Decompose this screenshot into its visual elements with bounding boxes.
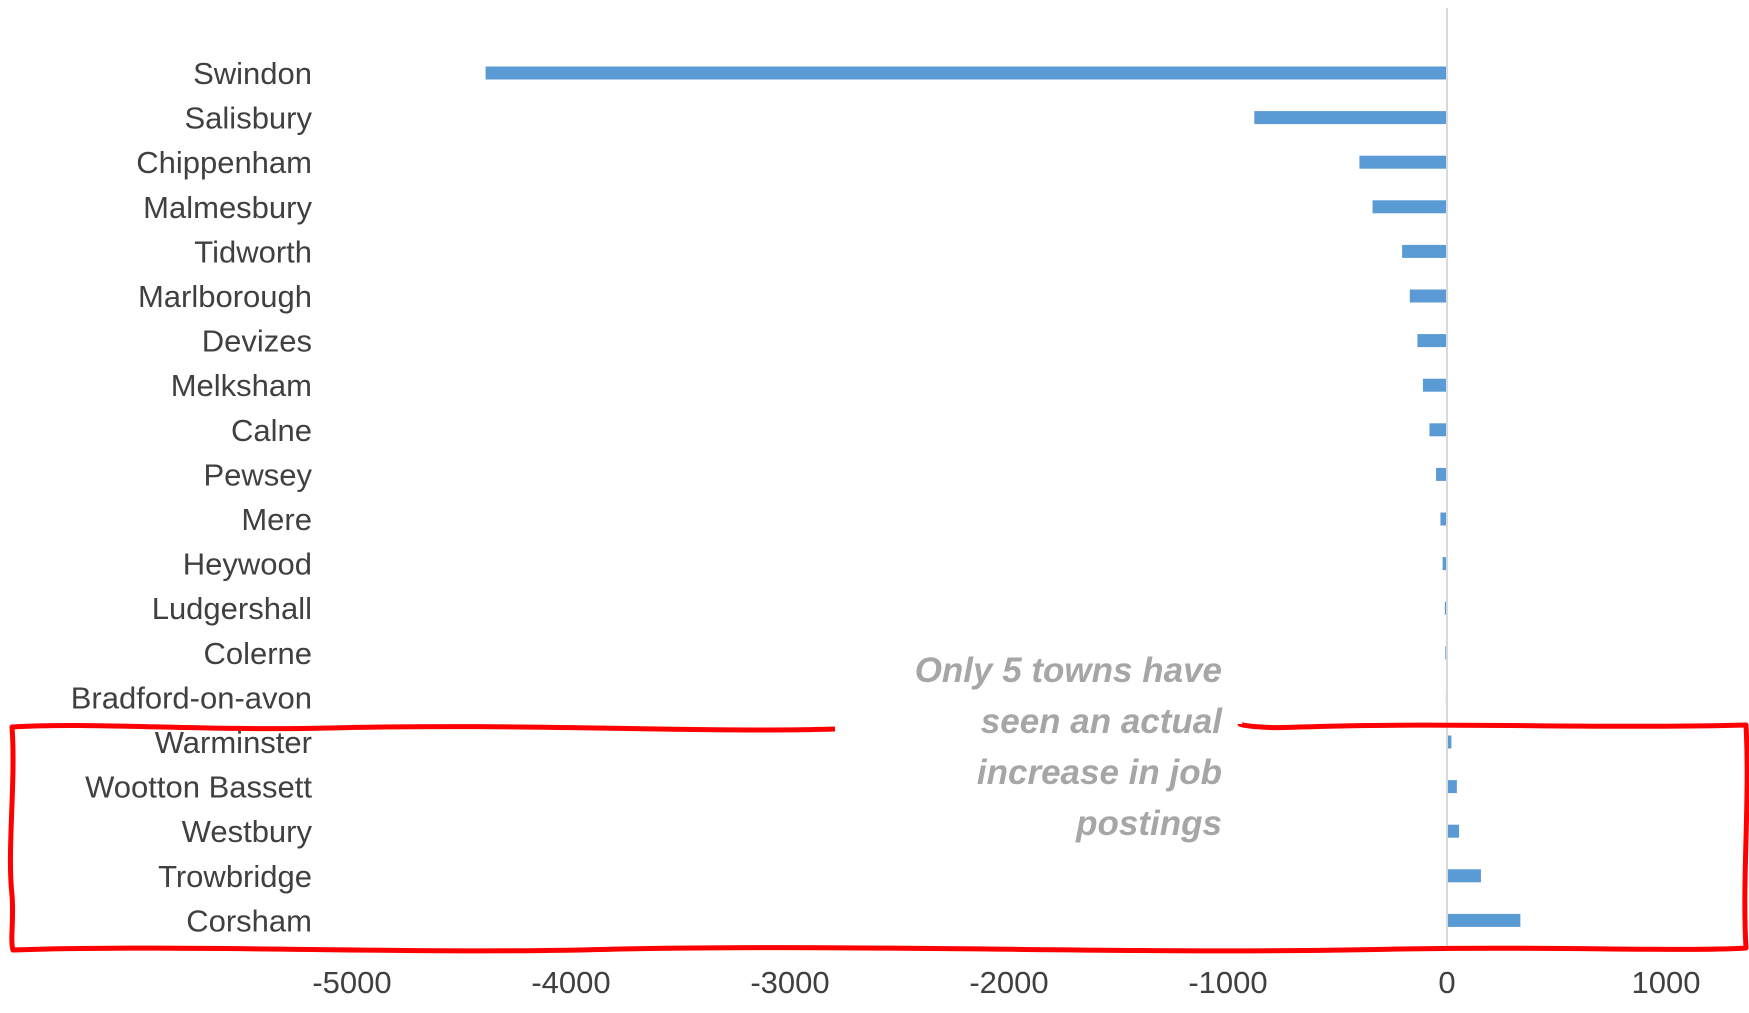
- bar-corsham: [1447, 913, 1521, 927]
- x-tick-label: 1000: [1632, 965, 1701, 1000]
- annotation-line: increase in job: [977, 753, 1222, 792]
- category-label: Corsham: [186, 903, 312, 938]
- x-tick-label: -3000: [750, 965, 829, 1000]
- bar-mere: [1440, 512, 1447, 526]
- x-tick-label: 0: [1438, 965, 1455, 1000]
- category-label: Trowbridge: [158, 859, 312, 894]
- bar-malmesbury: [1372, 200, 1447, 214]
- annotation-line: Only 5 towns have: [915, 651, 1222, 690]
- category-label: Devizes: [202, 324, 312, 359]
- x-tick-labels: -5000 -4000 -3000 -2000 -1000 0 1000: [312, 965, 1700, 1000]
- bar-pewsey: [1436, 467, 1447, 481]
- category-label: Bradford-on-avon: [71, 680, 312, 715]
- bar-trowbridge: [1447, 869, 1481, 883]
- category-label: Colerne: [203, 636, 312, 671]
- bar-westbury: [1447, 824, 1460, 838]
- bar-salisbury: [1254, 111, 1447, 125]
- bar-tidworth: [1402, 244, 1447, 258]
- x-tick-label: -4000: [531, 965, 610, 1000]
- bar-swindon: [485, 66, 1448, 80]
- category-label: Chippenham: [136, 145, 312, 180]
- bar-chippenham: [1359, 155, 1447, 169]
- category-label: Calne: [231, 413, 312, 448]
- bar-ludgershall: [1444, 601, 1447, 615]
- category-label: Marlborough: [138, 279, 312, 314]
- category-label: Westbury: [182, 814, 313, 849]
- annotation-line: postings: [1075, 804, 1222, 843]
- bar-marlborough: [1409, 289, 1447, 303]
- x-tick-label: -2000: [969, 965, 1048, 1000]
- x-tick-label: -1000: [1188, 965, 1267, 1000]
- bar-warminster: [1447, 735, 1452, 749]
- category-label: Malmesbury: [143, 190, 312, 225]
- bar-melksham: [1422, 378, 1447, 392]
- bars-group: [485, 66, 1521, 927]
- x-tick-label: -5000: [312, 965, 391, 1000]
- category-label: Tidworth: [194, 234, 312, 269]
- annotation: Only 5 towns have seen an actual increase …: [915, 651, 1224, 843]
- category-label: Melksham: [171, 368, 312, 403]
- highlight-box: [7, 721, 1749, 954]
- category-label: Swindon: [193, 56, 312, 91]
- category-label: Wootton Bassett: [85, 770, 312, 805]
- category-label: Salisbury: [185, 101, 313, 136]
- bar-wootton-bassett: [1447, 780, 1457, 794]
- category-label: Ludgershall: [152, 591, 312, 626]
- bar-heywood: [1442, 557, 1447, 571]
- category-label: Mere: [241, 502, 312, 537]
- category-label: Pewsey: [203, 457, 312, 492]
- category-labels: Swindon Salisbury Chippenham Malmesbury Tidw…: [71, 56, 313, 938]
- annotation-line: seen an actual: [981, 702, 1223, 741]
- category-label: Heywood: [183, 547, 312, 582]
- bar-devizes: [1417, 334, 1447, 348]
- bar-calne: [1429, 423, 1447, 437]
